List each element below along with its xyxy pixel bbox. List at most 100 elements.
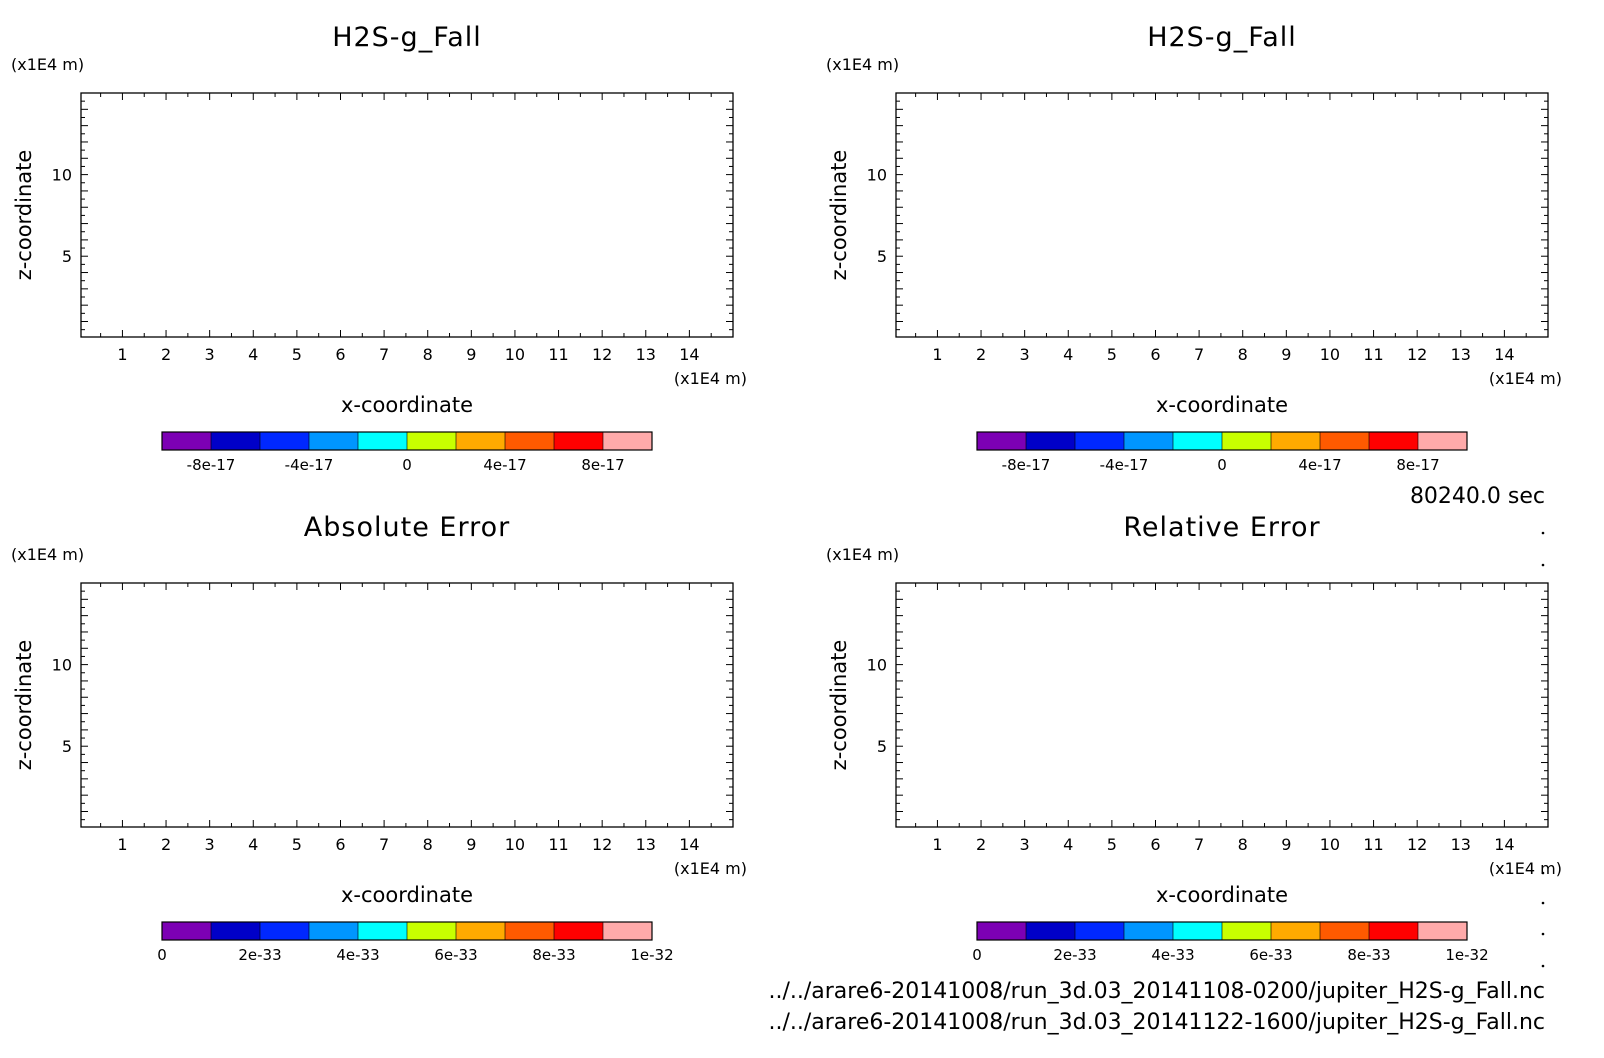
colorbar-swatch [1369,922,1419,940]
x-tick-label: 5 [292,345,302,364]
colorbar: -8e-17 -4e-17 0 4e-17 8e-17 [976,431,1468,474]
colorbar-swatch [1026,922,1076,940]
colorbar-label: 0 [1217,456,1227,474]
x-tick-label: 2 [976,345,986,364]
colorbar-label: 6e-33 [434,946,477,964]
colorbar-label: -8e-17 [1002,456,1051,474]
x-tick-label: 1 [932,345,942,364]
x-tick-label: 10 [1320,835,1340,854]
colorbar-swatch [358,432,408,450]
panel-2: H2S-g_Fall(x1E4 m)1 2 3 4 5 6 7 8 9 10 11 12 13 14510… [826,22,1562,474]
colorbar-swatch [309,432,359,450]
x-tick-label: 8 [423,835,433,854]
y-tick-label: 5 [62,737,72,756]
x-tick-label: 10 [1320,345,1340,364]
x-tick-label: 7 [379,835,389,854]
x-unit-label: (x1E4 m) [1489,859,1562,878]
colorbar: 0 2e-33 4e-33 6e-33 8e-33 1e-32 [157,921,674,964]
x-tick-label: 14 [1494,835,1514,854]
x-axis-label: x-coordinate [1156,883,1288,907]
colorbar-swatch [603,432,653,450]
panel-title: Relative Error [1123,512,1320,543]
x-tick-label: 3 [205,835,215,854]
panel-4: Relative Error(x1E4 m)1 2 3 4 5 6 7 8 9 10 11 12 13 1… [826,512,1562,964]
colorbar-swatch [554,432,604,450]
x-tick-label: 1 [117,835,127,854]
x-tick-label: 6 [335,345,345,364]
x-unit-label: (x1E4 m) [674,369,747,388]
x-tick-label: 11 [548,835,568,854]
y-unit-label: (x1E4 m) [826,545,899,564]
x-unit-label: (x1E4 m) [674,859,747,878]
colorbar-swatch [505,922,555,940]
x-tick-label: 14 [1494,345,1514,364]
x-tick-label: 8 [1238,345,1248,364]
colorbar-swatch [260,922,310,940]
colorbar-label: -8e-17 [187,456,236,474]
colorbar-swatch [358,922,408,940]
colorbar-swatch [1075,922,1125,940]
colorbar-swatch [1418,922,1468,940]
x-tick-label: 9 [466,345,476,364]
panel-title: H2S-g_Fall [1147,22,1297,53]
x-tick-label: 8 [1238,835,1248,854]
x-tick-label: 12 [1407,835,1427,854]
colorbar-label: 4e-33 [1151,946,1194,964]
x-tick-label: 8 [423,345,433,364]
y-unit-label: (x1E4 m) [11,55,84,74]
plot-frame [895,92,1549,338]
colorbar-label: 0 [157,946,167,964]
colorbar-label: 4e-33 [336,946,379,964]
colorbar-swatch [977,432,1027,450]
colorbar-swatch [211,922,261,940]
colorbar-label: 8e-17 [581,456,624,474]
x-tick-label: 12 [592,835,612,854]
panel-title: Absolute Error [304,512,510,543]
x-tick-label: 3 [1020,345,1030,364]
colorbar-swatch [1369,432,1419,450]
x-tick-label: 6 [1150,345,1160,364]
x-tick-label: 3 [205,345,215,364]
panel-1: H2S-g_Fall(x1E4 m)1 2 3 4 5 6 7 8 9 10 11 12 13 14510… [11,22,747,474]
y-tick-label: 5 [877,737,887,756]
colorbar-label: -4e-17 [1100,456,1149,474]
y-tick-label: 5 [62,247,72,266]
colorbar-swatch [211,432,261,450]
colorbar-swatch [977,922,1027,940]
y-axis-label: z-coordinate [827,150,851,281]
x-tick-label: 2 [976,835,986,854]
x-tick-label: 14 [679,835,699,854]
x-tick-label: 10 [505,835,525,854]
colorbar-swatch [260,432,310,450]
x-tick-label: 2 [161,835,171,854]
colorbar-swatch [1320,922,1370,940]
y-tick-label: 10 [867,656,887,675]
colorbar-swatch [309,922,359,940]
colorbar-swatch [162,922,212,940]
colorbar-swatch [1026,432,1076,450]
colorbar-swatch [1418,432,1468,450]
colorbar-swatch [407,922,457,940]
x-tick-label: 9 [466,835,476,854]
x-tick-label: 4 [1063,345,1073,364]
colorbar-label: 0 [972,946,982,964]
panel-3: Absolute Error(x1E4 m)1 2 3 4 5 6 7 8 9 10 11 12 13 1… [11,512,747,964]
y-axis-label: z-coordinate [12,640,36,771]
colorbar-swatch [1320,432,1370,450]
file-path-2: ../../arare6-20141008/run_3d.03_20141122… [768,1010,1545,1035]
file-path-1: ../../arare6-20141008/run_3d.03_20141108… [768,979,1545,1004]
x-tick-label: 10 [505,345,525,364]
panel-title: H2S-g_Fall [332,22,482,53]
x-tick-label: 11 [1363,345,1383,364]
colorbar-swatch [1124,922,1174,940]
colorbar-swatch [1271,922,1321,940]
x-tick-label: 13 [1451,345,1471,364]
colorbar-swatch [1271,432,1321,450]
x-tick-label: 12 [1407,345,1427,364]
y-tick-label: 10 [52,166,72,185]
y-unit-label: (x1E4 m) [826,55,899,74]
x-tick-label: 2 [161,345,171,364]
colorbar-label: 4e-17 [1298,456,1341,474]
x-tick-label: 6 [1150,835,1160,854]
plot-frame [80,582,734,828]
